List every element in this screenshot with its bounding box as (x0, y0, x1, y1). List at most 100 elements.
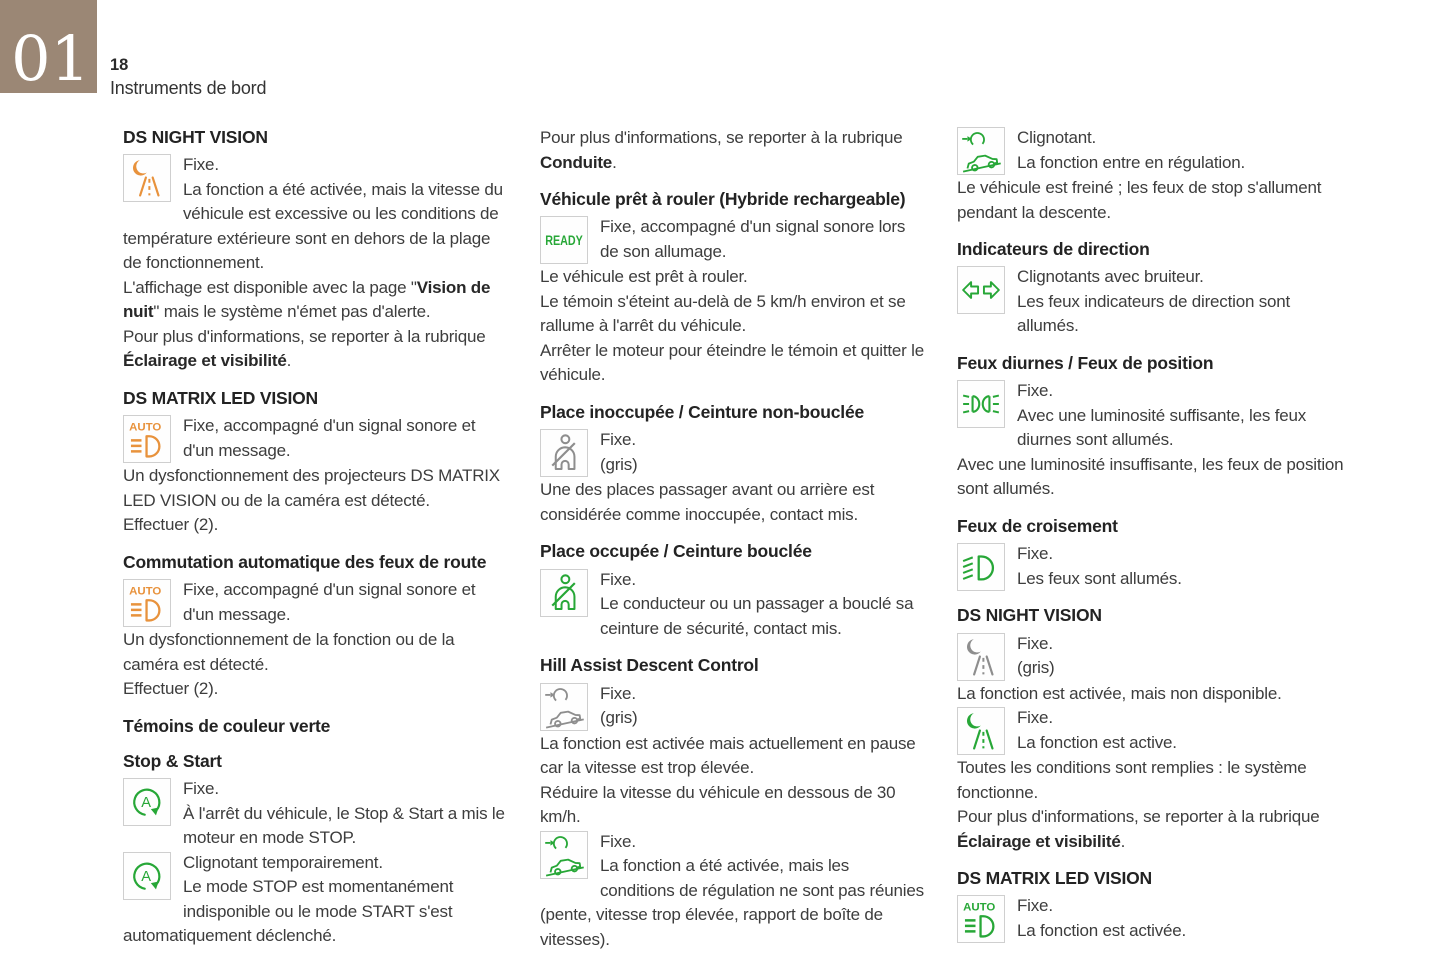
paragraph: L'affichage est disponible avec la page … (123, 276, 510, 325)
text-run: L'affichage est disponible avec la page … (123, 277, 417, 297)
indicator-line: Fixe. (540, 568, 927, 593)
paragraph: La fonction est activée mais actuellemen… (540, 732, 927, 781)
indicator-block: AUTO Fixe, accompagné d'un signal sonore … (123, 578, 510, 628)
text-run: Un dysfonctionnement de la fonction ou d… (123, 630, 455, 674)
text-run: Fixe. (1017, 381, 1053, 401)
indicator-line: Fixe. (540, 830, 927, 855)
chapter-box: 01 (0, 0, 97, 93)
indicator-line: Fixe, accompagné d'un signal sonore et d… (123, 414, 510, 463)
section: Véhicule prêt à rouler (Hybride recharge… (540, 188, 927, 388)
auto-headlight-icon: AUTO (123, 579, 171, 628)
indicator-block: AUTO Fixe. La fonction est activée. (957, 894, 1344, 944)
low-beam-icon (957, 543, 1005, 592)
text-run: Réduire la vitesse du véhicule en dessou… (540, 782, 896, 827)
text-run: Fixe. (600, 569, 636, 589)
indicator-line: Fixe. (123, 777, 510, 802)
section: Hill Assist Descent Control Fixe. (gris) La… (540, 654, 927, 952)
text-run: Avec une luminosité insuffisante, les fe… (957, 454, 1344, 499)
stop-start-icon: A (123, 778, 171, 827)
section: Indicateurs de direction Clignotants avec… (957, 238, 1344, 339)
text-run: Clignotant. (1017, 128, 1097, 147)
night-vision-icon (957, 707, 1005, 756)
section: DS MATRIX LED VISION AUTO Fixe, accompagné… (123, 387, 510, 538)
paragraph: Une des places passager avant ou arrière… (540, 478, 927, 527)
text-run: Fixe, accompagné d'un signal sonore lors… (600, 217, 906, 261)
hill-descent-icon (957, 127, 1005, 175)
section: DS NIGHT VISION Fixe. La fonction a été ac… (123, 126, 510, 374)
auto-headlight-icon: AUTO (957, 895, 1005, 944)
column-2: Pour plus d'informations, se reporter à … (540, 126, 927, 952)
text-run: (gris) (600, 454, 638, 474)
text-run: La fonction a été activée, mais la vites… (123, 179, 503, 273)
section: Feux diurnes / Feux de position Fixe. Avec… (957, 352, 1344, 502)
indicator-block: Fixe. La fonction est active. (957, 706, 1344, 756)
ready-icon: READY (540, 216, 588, 265)
content-columns: DS NIGHT VISION Fixe. La fonction a été ac… (123, 126, 1344, 952)
indicator-block: Fixe. La fonction a été activée, mais les… (540, 830, 927, 953)
page-number: 18 (110, 56, 129, 74)
indicator-block: Fixe. Avec une luminosité suffisante, les… (957, 379, 1344, 453)
text-run: Fixe. (600, 683, 636, 703)
indicator-line: (gris) (540, 453, 927, 478)
text-run: La fonction est active. (1017, 732, 1177, 752)
text-run: La fonction a été activée, mais les cond… (540, 856, 924, 949)
indicator-block: AUTO Fixe, accompagné d'un signal sonore … (123, 414, 510, 464)
indicator-line: Clignotants avec bruiteur. (957, 265, 1344, 290)
text-run: Pour plus d'informations, se reporter à … (123, 326, 486, 346)
paragraph: Un dysfonctionnement des projecteurs DS … (123, 464, 510, 513)
bold-text-run: Éclairage et visibilité (957, 831, 1121, 851)
indicator-line: Fixe. (957, 632, 1344, 657)
text-run: Fixe. (1017, 544, 1053, 564)
indicator-line: La fonction entre en régulation. (957, 151, 1344, 176)
column-1: DS NIGHT VISION Fixe. La fonction a été ac… (123, 126, 510, 949)
night-vision-icon (123, 154, 171, 203)
indicator-line: La fonction a été activée, mais les cond… (540, 854, 927, 952)
paragraph: Pour plus d'informations, se reporter à … (123, 325, 510, 374)
indicator-line: (gris) (540, 706, 927, 731)
indicator-line: Fixe. (957, 706, 1344, 731)
bold-text-run: Vision de nuit (123, 277, 491, 322)
indicator-line: Fixe. (540, 682, 927, 707)
indicator-text: Fixe, accompagné d'un signal sonore et d… (123, 578, 510, 627)
indicator-text: Fixe. La fonction est active. (957, 706, 1344, 755)
svg-text:AUTO: AUTO (963, 902, 995, 914)
section: DS NIGHT VISION Fixe. (gris) La fonction es… (957, 604, 1344, 854)
svg-text:A: A (141, 795, 151, 811)
section-heading: Place occupée / Ceinture bouclée (540, 541, 812, 562)
text-run: Fixe. (1017, 708, 1053, 728)
text-run: Le conducteur ou un passager a bouclé sa… (600, 594, 914, 638)
indicator-text: Fixe. Avec une luminosité suffisante, les… (957, 379, 1344, 453)
text-run: Arrêter le moteur pour éteindre le témoi… (540, 340, 924, 385)
indicator-text: Fixe. Les feux sont allumés. (957, 542, 1344, 591)
column-3: Clignotant. La fonction entre en régulati… (957, 126, 1344, 944)
section: Place occupée / Ceinture bouclée Fixe. Le … (540, 540, 927, 641)
bold-text-run: Éclairage et visibilité (123, 351, 287, 371)
chapter-number: 01 (11, 21, 90, 95)
indicator-line: Avec une luminosité suffisante, les feux… (957, 404, 1344, 453)
svg-text:AUTO: AUTO (129, 585, 161, 597)
section: Témoins de couleur verte (123, 715, 510, 737)
indicator-block: Fixe. La fonction a été activée, mais la … (123, 153, 510, 276)
text-run: " mais le système n'émet pas d'alerte. (153, 302, 431, 322)
seatbelt-icon (540, 429, 588, 478)
section: Feux de croisement Fixe. Les feux sont all… (957, 515, 1344, 592)
page-header: 18 Instruments de bord (110, 56, 266, 100)
text-run: Les feux indicateurs de direction sont a… (1017, 291, 1291, 336)
paragraph: Pour plus d'informations, se reporter à … (957, 805, 1344, 854)
indicator-block: A Clignotant temporairement. Le mode STOP … (123, 851, 510, 949)
indicator-text: Fixe. (gris) (957, 632, 1344, 681)
paragraph: Toutes les conditions sont remplies : le… (957, 756, 1344, 805)
indicator-text: Fixe. À l'arrêt du véhicule, le Stop & St… (123, 777, 510, 851)
indicator-line: Le mode STOP est momentanément indisponi… (123, 875, 510, 949)
indicator-block: Fixe. (gris) (957, 632, 1344, 681)
section-heading: DS MATRIX LED VISION (123, 387, 318, 408)
text-run: Clignotant temporairement. (183, 852, 383, 872)
indicator-line: Fixe, accompagné d'un signal sonore et d… (123, 578, 510, 627)
bold-text-run: Conduite (540, 152, 613, 172)
paragraph: Arrêter le moteur pour éteindre le témoi… (540, 339, 927, 388)
indicator-line: Fixe. (957, 894, 1344, 919)
indicator-block: READY Fixe, accompagné d'un signal sonore… (540, 215, 927, 265)
text-run: Clignotants avec bruiteur. (1017, 267, 1204, 287)
section-heading: Place inoccupée / Ceinture non-bouclée (540, 401, 865, 422)
text-run: Fixe. (183, 779, 219, 799)
